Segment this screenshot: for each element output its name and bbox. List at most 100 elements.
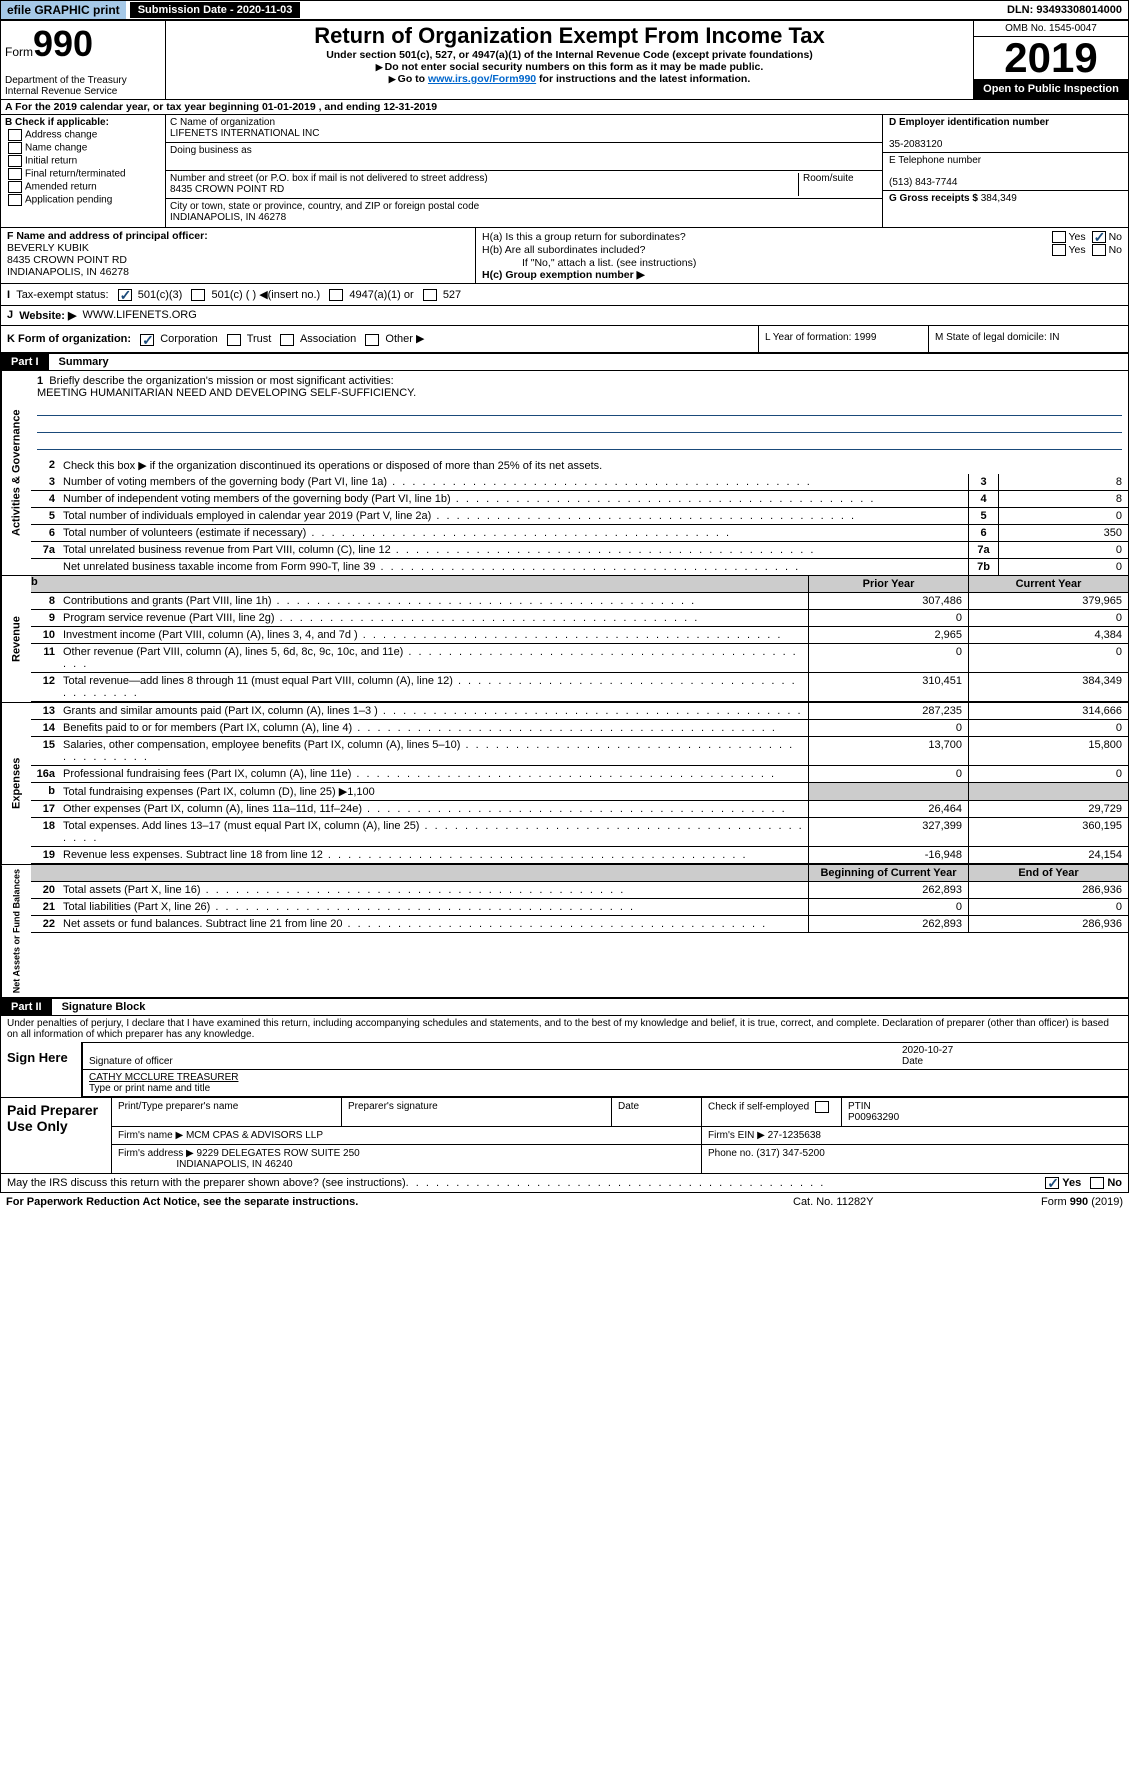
summary-line: 6Total number of volunteers (estimate if… bbox=[31, 525, 1128, 542]
room-label: Room/suite bbox=[798, 173, 878, 196]
submission-date: Submission Date - 2020-11-03 bbox=[130, 2, 301, 18]
officer-name: BEVERLY KUBIK bbox=[7, 242, 469, 254]
vtab-governance: Activities & Governance bbox=[1, 371, 31, 575]
vtab-netassets: Net Assets or Fund Balances bbox=[1, 865, 31, 997]
c-name-label: C Name of organization bbox=[170, 117, 878, 128]
hb-note: If "No," attach a list. (see instruction… bbox=[482, 257, 1122, 269]
efile-link[interactable]: efile GRAPHIC print bbox=[1, 1, 126, 19]
irs-link[interactable]: www.irs.gov/Form990 bbox=[428, 73, 536, 85]
ptin: P00963290 bbox=[848, 1112, 899, 1123]
officer-addr2: INDIANAPOLIS, IN 46278 bbox=[7, 266, 469, 278]
f-label: F Name and address of principal officer: bbox=[7, 230, 208, 242]
netassets-section: Net Assets or Fund Balances Beginning of… bbox=[0, 865, 1129, 998]
firm-phone: (317) 347-5200 bbox=[756, 1148, 824, 1159]
chk-self-employed[interactable] bbox=[815, 1101, 829, 1113]
hb-yes[interactable] bbox=[1052, 244, 1066, 256]
note1: Do not enter social security numbers on … bbox=[385, 61, 764, 73]
sig-date: 2020-10-27 bbox=[902, 1045, 953, 1056]
firm-addr1: 9229 DELEGATES ROW SUITE 250 bbox=[197, 1148, 360, 1159]
k-row: K Form of organization: Corporation Trus… bbox=[0, 326, 1129, 352]
form-subtitle: Under section 501(c), 527, or 4947(a)(1)… bbox=[172, 49, 967, 61]
chk-trust[interactable] bbox=[227, 334, 241, 346]
addr-label: Number and street (or P.O. box if mail i… bbox=[170, 173, 798, 184]
netassets-line: 21Total liabilities (Part X, line 26)00 bbox=[31, 899, 1128, 916]
ha-label: H(a) Is this a group return for subordin… bbox=[482, 231, 686, 243]
sign-here-label: Sign Here bbox=[1, 1042, 81, 1097]
revenue-line: 9Program service revenue (Part VIII, lin… bbox=[31, 610, 1128, 627]
officer-sig-name: CATHY MCCLURE TREASURER bbox=[89, 1072, 238, 1083]
chk-name[interactable] bbox=[8, 142, 22, 154]
chk-other[interactable] bbox=[365, 334, 379, 346]
expense-line: 14Benefits paid to or for members (Part … bbox=[31, 720, 1128, 737]
discuss-yes[interactable] bbox=[1045, 1177, 1059, 1189]
dln: DLN: 93493308014000 bbox=[1001, 2, 1128, 18]
discuss-row: May the IRS discuss this return with the… bbox=[0, 1174, 1129, 1193]
revenue-section: Revenue bPrior YearCurrent Year 8Contrib… bbox=[0, 576, 1129, 703]
section-f-h: F Name and address of principal officer:… bbox=[0, 228, 1129, 284]
chk-501c[interactable] bbox=[191, 289, 205, 301]
chk-4947[interactable] bbox=[329, 289, 343, 301]
chk-address[interactable] bbox=[8, 129, 22, 141]
chk-amended[interactable] bbox=[8, 181, 22, 193]
part1-header: Part I Summary bbox=[0, 353, 1129, 371]
form-label: Form bbox=[5, 45, 33, 59]
discuss-no[interactable] bbox=[1090, 1177, 1104, 1189]
governance-section: Activities & Governance 1 Briefly descri… bbox=[0, 371, 1129, 576]
chk-final[interactable] bbox=[8, 168, 22, 180]
revenue-line: 12Total revenue—add lines 8 through 11 (… bbox=[31, 673, 1128, 702]
chk-corp[interactable] bbox=[140, 334, 154, 346]
expense-line: bTotal fundraising expenses (Part IX, co… bbox=[31, 783, 1128, 801]
sig-declaration: Under penalties of perjury, I declare th… bbox=[1, 1016, 1128, 1042]
revenue-line: 8Contributions and grants (Part VIII, li… bbox=[31, 593, 1128, 610]
l-year: L Year of formation: 1999 bbox=[758, 326, 928, 351]
org-name: LIFENETS INTERNATIONAL INC bbox=[170, 128, 878, 139]
chk-527[interactable] bbox=[423, 289, 437, 301]
chk-assoc[interactable] bbox=[280, 334, 294, 346]
website-value: WWW.LIFENETS.ORG bbox=[83, 309, 197, 322]
hb-label: H(b) Are all subordinates included? bbox=[482, 244, 645, 256]
dept-label: Department of the Treasury bbox=[5, 75, 161, 86]
row-a: A For the 2019 calendar year, or tax yea… bbox=[0, 100, 1129, 115]
website-row: J Website: ▶ WWW.LIFENETS.ORG bbox=[0, 306, 1129, 326]
hc-label: H(c) Group exemption number ▶ bbox=[482, 269, 1122, 281]
form-header: Form990 Department of the Treasury Inter… bbox=[0, 20, 1129, 100]
open-inspection: Open to Public Inspection bbox=[974, 79, 1128, 99]
tax-status-row: I Tax-exempt status: 501(c)(3) 501(c) ( … bbox=[0, 284, 1129, 306]
phone: (513) 843-7744 bbox=[889, 177, 1122, 188]
expense-line: 15Salaries, other compensation, employee… bbox=[31, 737, 1128, 766]
expense-line: 16aProfessional fundraising fees (Part I… bbox=[31, 766, 1128, 783]
netassets-line: 22Net assets or fund balances. Subtract … bbox=[31, 916, 1128, 933]
ha-no[interactable] bbox=[1092, 231, 1106, 243]
summary-line: 4Number of independent voting members of… bbox=[31, 491, 1128, 508]
topbar: efile GRAPHIC print Submission Date - 20… bbox=[0, 0, 1129, 20]
footer: For Paperwork Reduction Act Notice, see … bbox=[0, 1193, 1129, 1211]
city-label: City or town, state or province, country… bbox=[170, 201, 878, 212]
chk-501c3[interactable] bbox=[118, 289, 132, 301]
summary-line: Net unrelated business taxable income fr… bbox=[31, 559, 1128, 575]
hb-no[interactable] bbox=[1092, 244, 1106, 256]
form-title: Return of Organization Exempt From Incom… bbox=[172, 23, 967, 49]
revenue-line: 11Other revenue (Part VIII, column (A), … bbox=[31, 644, 1128, 673]
summary-line: 5Total number of individuals employed in… bbox=[31, 508, 1128, 525]
ein: 35-2083120 bbox=[889, 139, 1122, 150]
paid-preparer-label: Paid Preparer Use Only bbox=[1, 1098, 111, 1173]
chk-initial[interactable] bbox=[8, 155, 22, 167]
netassets-line: 20Total assets (Part X, line 16)262,8932… bbox=[31, 882, 1128, 899]
expense-line: 17Other expenses (Part IX, column (A), l… bbox=[31, 801, 1128, 818]
firm-ein: 27-1235638 bbox=[768, 1130, 821, 1141]
part2-header: Part II Signature Block bbox=[0, 998, 1129, 1016]
officer-addr1: 8435 CROWN POINT RD bbox=[7, 254, 469, 266]
vtab-expenses: Expenses bbox=[1, 703, 31, 864]
d-label: D Employer identification number bbox=[889, 117, 1122, 128]
expense-line: 19Revenue less expenses. Subtract line 1… bbox=[31, 847, 1128, 864]
revenue-line: 10Investment income (Part VIII, column (… bbox=[31, 627, 1128, 644]
ha-yes[interactable] bbox=[1052, 231, 1066, 243]
dba-label: Doing business as bbox=[170, 145, 878, 156]
vtab-revenue: Revenue bbox=[1, 576, 31, 702]
chk-pending[interactable] bbox=[8, 194, 22, 206]
expense-line: 18Total expenses. Add lines 13–17 (must … bbox=[31, 818, 1128, 847]
tax-year: 2019 bbox=[974, 37, 1128, 79]
form-number: 990 bbox=[33, 23, 93, 64]
mission-text: MEETING HUMANITARIAN NEED AND DEVELOPING… bbox=[37, 387, 1122, 399]
firm-addr2: INDIANAPOLIS, IN 46240 bbox=[176, 1159, 292, 1170]
